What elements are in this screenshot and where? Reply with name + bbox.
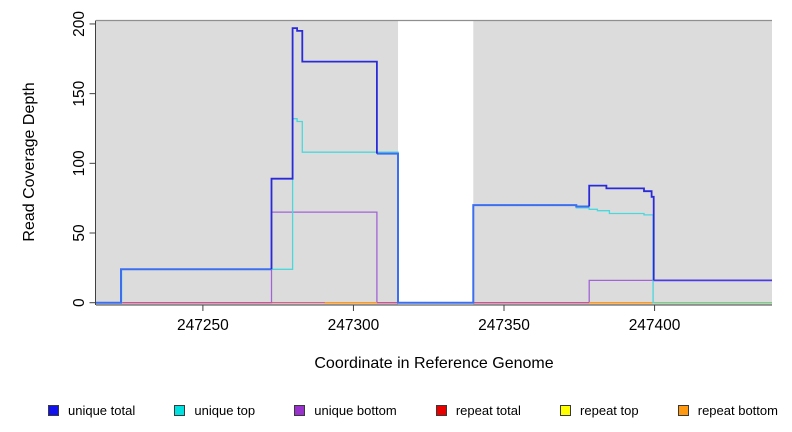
legend-swatch-icon [560,404,572,416]
series-line-unique-total [270,27,378,270]
legend-swatch-icon [435,404,447,416]
y-tick-label: 200 [71,11,88,37]
legend-swatch-icon [677,404,689,416]
chart-legend: unique total unique top unique bottom repea… [48,398,778,422]
legend-swatch-icon [48,404,59,416]
legend-item-unique-total: unique total [48,403,135,418]
series-line-unique-bottom [96,211,772,304]
y-tick-label: 50 [71,224,88,242]
y-tick-label: 150 [71,80,88,106]
y-tick-label: 0 [71,298,88,307]
x-axis-title: Coordinate in Reference Genome [314,355,554,372]
legend-item-unique-bottom: unique bottom [294,402,397,418]
y-axis-title: Read Coverage Depth [21,82,38,242]
x-tick-label: 247250 [177,317,229,334]
legend-item-unique-top: unique top [174,403,255,418]
x-tick-label: 247350 [478,317,530,334]
legend-item-repeat-bottom: repeat bottom [677,402,778,418]
legend-label: repeat bottom [697,402,778,418]
legend-swatch-icon [294,404,306,416]
legend-item-repeat-total: repeat total [435,402,521,418]
legend-label: repeat total [455,402,521,418]
legend-label: unique top [194,402,256,418]
series-line-unique-total [588,184,655,281]
legend-swatch-icon [174,404,186,416]
x-tick-label: 247300 [328,317,380,334]
series-line-unique-total [376,152,590,304]
covered-region-right [473,20,772,305]
legend-label: repeat top [580,402,639,418]
legend-label: unique bottom [314,402,397,418]
series-line-unique-total [96,268,272,304]
legend-label: unique total [68,402,136,418]
covered-region-left [96,20,399,305]
coverage-plot-canvas: 247250 247300 247350 247400 0 50 100 150 200 [71,11,772,334]
x-tick-label: 247400 [629,317,681,334]
legend-item-repeat-top: repeat top [560,403,639,418]
y-tick-label: 100 [71,150,88,176]
